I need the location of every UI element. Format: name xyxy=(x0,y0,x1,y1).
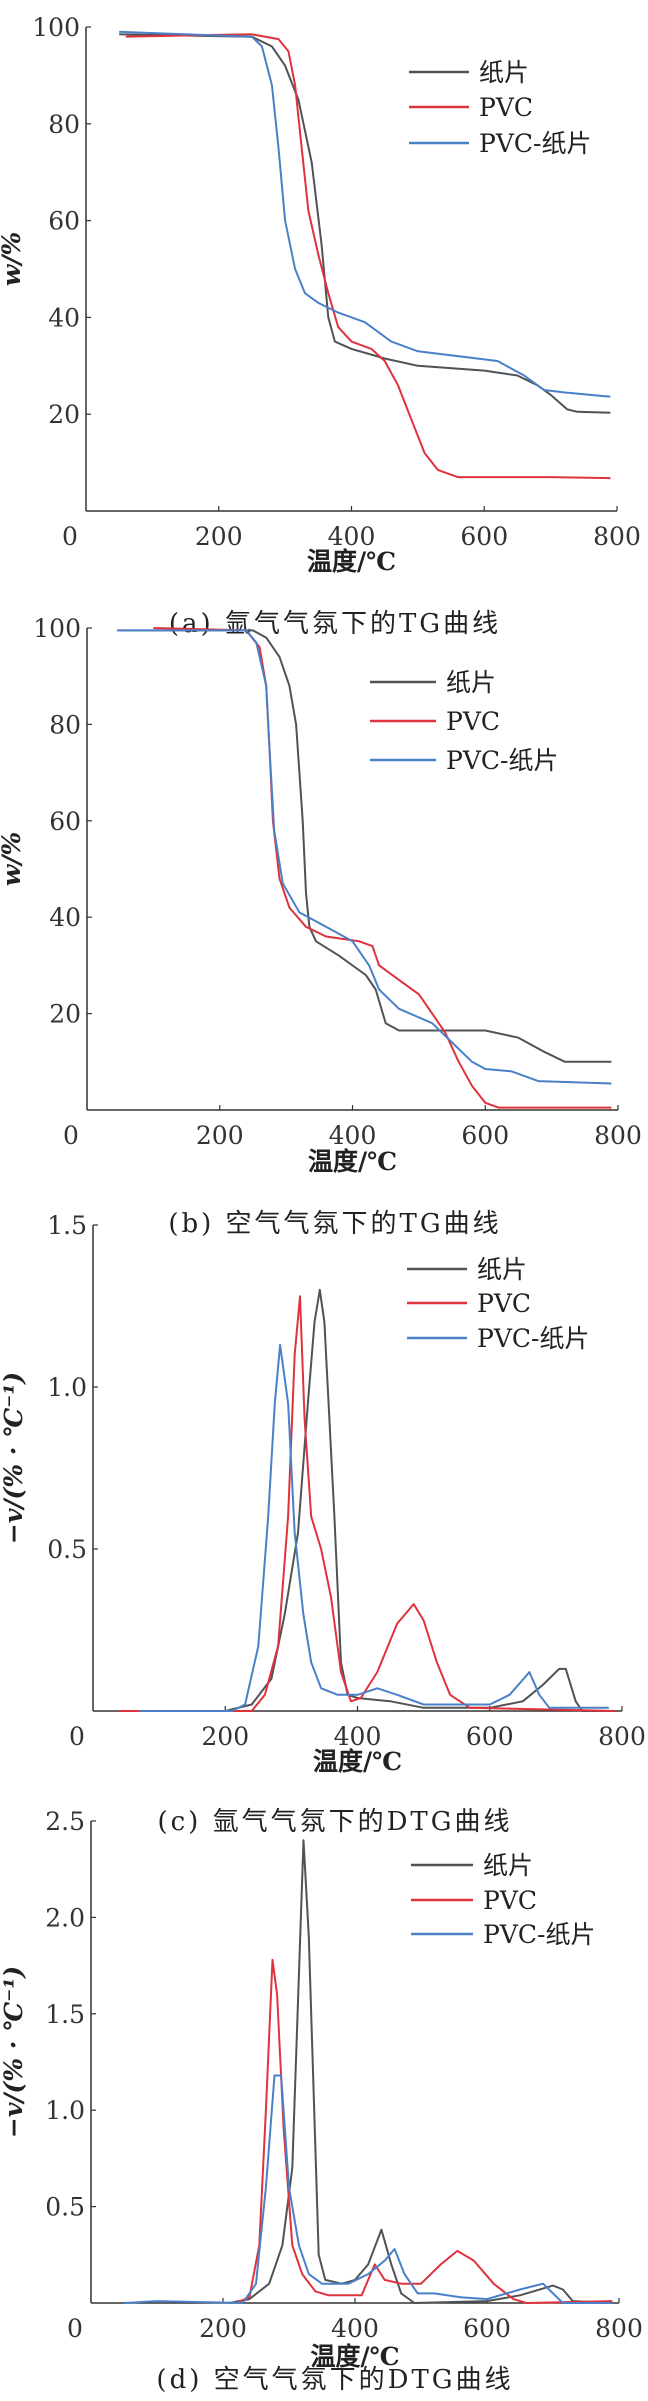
y-tick-label: 2.5 xyxy=(45,1807,85,1836)
x-tick-label: 0 xyxy=(67,2314,83,2343)
legend-label: 纸片 xyxy=(446,668,496,697)
x-tick-label: 0 xyxy=(63,1121,79,1150)
x-tick-label: 200 xyxy=(199,2314,247,2343)
x-tick-label: 200 xyxy=(196,1121,244,1150)
y-tick-label: 0.5 xyxy=(45,2193,85,2222)
panel-caption: (d) 空气气氛下的DTG曲线 xyxy=(156,2365,513,2395)
chart-panel-d: 0 200 400 600 800 0.5 1.0 1.5 2.0 2.5 纸片 PVC PVC-纸片温… xyxy=(0,1807,643,2395)
y-tick-label: 0.5 xyxy=(47,1535,87,1564)
y-tick-label: 1.0 xyxy=(47,1373,87,1402)
y-tick-label: 100 xyxy=(32,13,80,42)
x-axis-label: 温度/℃ xyxy=(310,2342,399,2371)
x-tick-label: 200 xyxy=(201,1722,249,1751)
y-tick-label: 1.0 xyxy=(45,2096,85,2125)
y-tick-label: 40 xyxy=(48,303,80,332)
y-tick-label: 80 xyxy=(49,710,81,739)
x-tick-label: 800 xyxy=(594,1121,642,1150)
legend-label: PVC-纸片 xyxy=(446,746,558,775)
x-tick-label: 800 xyxy=(595,2314,643,2343)
y-tick-label: 80 xyxy=(48,110,80,139)
x-tick-label: 400 xyxy=(328,522,376,551)
y-tick-label: 100 xyxy=(33,614,81,643)
x-tick-label: 800 xyxy=(598,1722,646,1751)
legend-label: PVC xyxy=(479,93,533,122)
y-axis-label: w/% xyxy=(0,832,26,886)
x-tick-label: 600 xyxy=(461,1121,509,1150)
y-tick-label: 1.5 xyxy=(45,2000,85,2029)
legend-label: 纸片 xyxy=(479,58,529,87)
y-tick-label: 20 xyxy=(48,400,80,429)
x-tick-label: 600 xyxy=(460,522,508,551)
series-line-pvc-paper xyxy=(116,629,612,1085)
y-axis-label: w/% xyxy=(0,232,26,286)
x-tick-label: 200 xyxy=(195,522,243,551)
legend-label: PVC xyxy=(483,1886,537,1915)
y-tick-label: 2.0 xyxy=(45,1903,85,1932)
x-tick-label: 800 xyxy=(593,522,641,551)
series-line-pvc-paper xyxy=(123,2074,613,2304)
x-axis-label: 温度/℃ xyxy=(313,1747,402,1776)
x-tick-label: 0 xyxy=(62,522,78,551)
series-line-pvc xyxy=(153,627,612,1109)
y-tick-label: 20 xyxy=(49,1000,81,1029)
legend-label: PVC-纸片 xyxy=(477,1324,589,1353)
legend-label: PVC xyxy=(477,1289,531,1318)
x-tick-label: 600 xyxy=(466,1722,514,1751)
panel-caption: (c) 氩气气氛下的DTG曲线 xyxy=(157,1807,512,1837)
y-tick-label: 1.5 xyxy=(47,1211,87,1240)
y-tick-label: 40 xyxy=(49,903,81,932)
panel-caption: (b) 空气气氛下的TG曲线 xyxy=(168,1209,501,1239)
x-tick-label: 400 xyxy=(331,2314,379,2343)
x-tick-label: 600 xyxy=(463,2314,511,2343)
panel-caption: (a) 氩气气氛下的TG曲线 xyxy=(169,609,501,639)
y-axis-label: −v/(% · ℃⁻¹) xyxy=(0,1372,28,1544)
legend-label: PVC xyxy=(446,707,500,736)
series-line-paper xyxy=(120,629,612,1063)
x-axis-label: 温度/℃ xyxy=(308,1147,397,1176)
series-line-paper xyxy=(229,1839,613,2304)
y-axis-label: −v/(% · ℃⁻¹) xyxy=(0,1966,28,2138)
series-line-paper xyxy=(119,33,611,414)
legend-label: PVC-纸片 xyxy=(483,1920,595,1949)
series-line-pvc xyxy=(119,1295,616,1712)
x-tick-label: 0 xyxy=(69,1722,85,1751)
series-line-pvc-paper xyxy=(139,1343,609,1712)
series-line-pvc xyxy=(235,1958,613,2304)
y-tick-label: 60 xyxy=(49,807,81,836)
y-tick-label: 60 xyxy=(48,207,80,236)
legend-label: 纸片 xyxy=(483,1851,533,1880)
x-tick-label: 400 xyxy=(329,1121,377,1150)
legend-label: PVC-纸片 xyxy=(479,129,591,158)
x-tick-label: 400 xyxy=(334,1722,382,1751)
legend-label: 纸片 xyxy=(477,1255,527,1284)
series-line-pvc xyxy=(125,33,611,480)
x-axis-label: 温度/℃ xyxy=(307,547,396,576)
series-line-pvc-paper xyxy=(119,30,611,398)
